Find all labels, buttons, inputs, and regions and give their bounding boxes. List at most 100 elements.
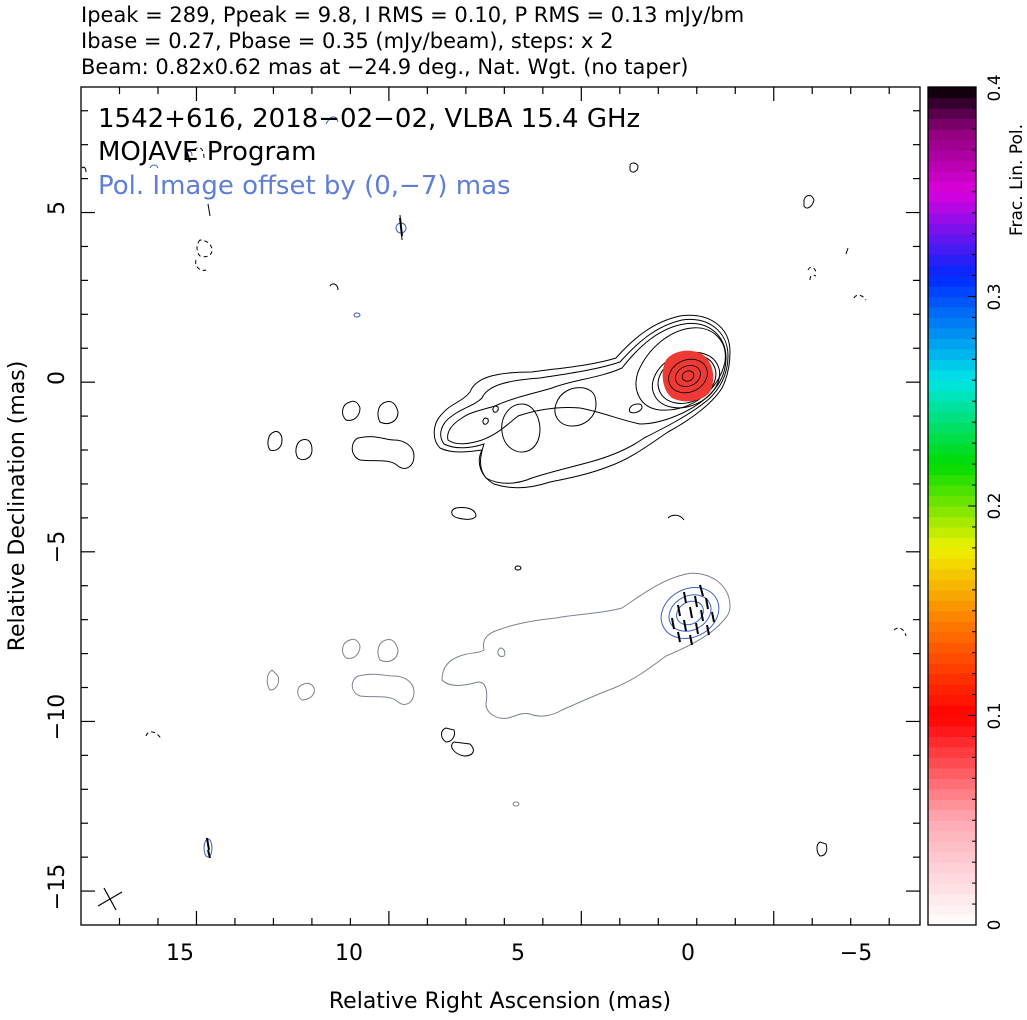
colorbar-segment — [928, 883, 976, 895]
colorbar-segment — [928, 265, 976, 277]
pol-base-contours — [266, 572, 731, 807]
colorbar-segment — [928, 359, 976, 371]
y-tick-label: 0 — [45, 371, 70, 385]
colorbar-segment — [928, 202, 976, 214]
colorbar-segment — [928, 380, 976, 392]
y-tick-label: −15 — [45, 864, 70, 910]
y-tick-labels: 5 0 −5 −10 −15 — [45, 201, 70, 910]
colorbar-segment — [928, 348, 976, 360]
colorbar-segment — [928, 474, 976, 486]
y-tick-label: 5 — [45, 201, 70, 215]
x-tick-labels: 15 10 5 0 −5 — [166, 941, 872, 966]
colorbar-segment — [928, 139, 976, 151]
colorbar-segment — [928, 87, 976, 99]
colorbar-segment — [928, 767, 976, 779]
colorbar-segment — [928, 631, 976, 643]
colorbar-segment — [928, 600, 976, 612]
colorbar-segment — [928, 223, 976, 235]
colorbar-segment — [928, 736, 976, 748]
x-tick-label: 10 — [335, 941, 363, 966]
y-tick-label: −10 — [45, 694, 70, 740]
colorbar-segment — [928, 296, 976, 308]
colorbar-segment — [928, 401, 976, 413]
colorbar-segment — [928, 390, 976, 402]
colorbar-segment — [928, 568, 976, 580]
colorbar-segment — [928, 872, 976, 884]
header-line-1: Ipeak = 289, Ppeak = 9.8, I RMS = 0.10, … — [81, 3, 744, 27]
colorbar-segment — [928, 684, 976, 696]
colorbar-tick-label: 0.2 — [985, 492, 1005, 519]
colorbar — [928, 86, 976, 926]
colorbar-segment — [928, 663, 976, 675]
colorbar-segment — [928, 275, 976, 287]
colorbar-segment — [928, 411, 976, 423]
axis-ticks — [81, 87, 920, 925]
colorbar-segment — [928, 181, 976, 193]
colorbar-segment — [928, 841, 976, 853]
colorbar-segment — [928, 338, 976, 350]
colorbar-segment — [928, 893, 976, 905]
colorbar-segment — [928, 191, 976, 203]
colorbar-segment — [928, 128, 976, 140]
offset-annotation: Pol. Image offset by (0,−7) mas — [98, 171, 511, 201]
colorbar-segment — [928, 558, 976, 570]
colorbar-segment — [928, 286, 976, 298]
colorbar-segment — [928, 254, 976, 266]
colorbar-segment — [928, 799, 976, 811]
colorbar-segment — [928, 317, 976, 329]
colorbar-segment — [928, 495, 976, 507]
x-tick-label: 0 — [681, 941, 695, 966]
colorbar-segment — [928, 757, 976, 769]
colorbar-segment — [928, 170, 976, 182]
colorbar-segment — [928, 642, 976, 654]
program-annotation: MOJAVE Program — [98, 137, 316, 167]
colorbar-segment — [928, 212, 976, 224]
header-line-2: Ibase = 0.27, Pbase = 0.35 (mJy/beam), s… — [81, 29, 613, 53]
colorbar-segment — [928, 547, 976, 559]
colorbar-segment — [928, 914, 976, 926]
colorbar-segment — [928, 244, 976, 256]
evpa-vectors — [185, 149, 715, 859]
colorbar-segment — [928, 579, 976, 591]
colorbar-segment — [928, 715, 976, 727]
x-tick-label: −5 — [840, 941, 872, 966]
colorbar-tick-label: 0.4 — [985, 74, 1005, 101]
colorbar-label: Frac. Lin. Pol. — [1007, 124, 1027, 236]
colorbar-segment — [928, 506, 976, 518]
colorbar-segment — [928, 453, 976, 465]
colorbar-segment — [928, 694, 976, 706]
colorbar-segment — [928, 369, 976, 381]
colorbar-segment — [928, 673, 976, 685]
beam-marker — [97, 887, 123, 911]
colorbar-tick-label: 0.3 — [985, 283, 1005, 310]
x-tick-label: 5 — [511, 941, 525, 966]
colorbar-tick-label: 0 — [985, 920, 1005, 931]
colorbar-segment — [928, 820, 976, 832]
x-tick-label: 15 — [166, 941, 194, 966]
colorbar-segment — [928, 809, 976, 821]
y-axis-label: Relative Declination (mas) — [5, 361, 30, 652]
source-annotation: 1542+616, 2018−02−02, VLBA 15.4 GHz — [98, 104, 640, 134]
colorbar-segment — [928, 526, 976, 539]
colorbar-segment — [928, 160, 976, 172]
core-fractional-pol-fill — [662, 350, 714, 402]
colorbar-frame — [927, 86, 977, 926]
plot-frame — [80, 86, 921, 926]
colorbar-segment — [928, 233, 976, 245]
colorbar-segment — [928, 705, 976, 717]
x-axis-label: Relative Right Ascension (mas) — [329, 989, 671, 1014]
colorbar-segment — [928, 862, 976, 874]
colorbar-segment — [928, 537, 976, 549]
colorbar-segment — [928, 746, 976, 758]
colorbar-segment — [928, 904, 976, 916]
colorbar-tick-label: 0.1 — [985, 702, 1005, 729]
colorbar-segment — [928, 422, 976, 434]
colorbar-segment — [928, 851, 976, 863]
colorbar-segment — [928, 306, 976, 319]
colorbar-segment — [928, 516, 976, 528]
colorbar-segment — [928, 725, 976, 738]
colorbar-segment — [928, 464, 976, 476]
colorbar-segment — [928, 788, 976, 800]
colorbar-segment — [928, 149, 976, 161]
